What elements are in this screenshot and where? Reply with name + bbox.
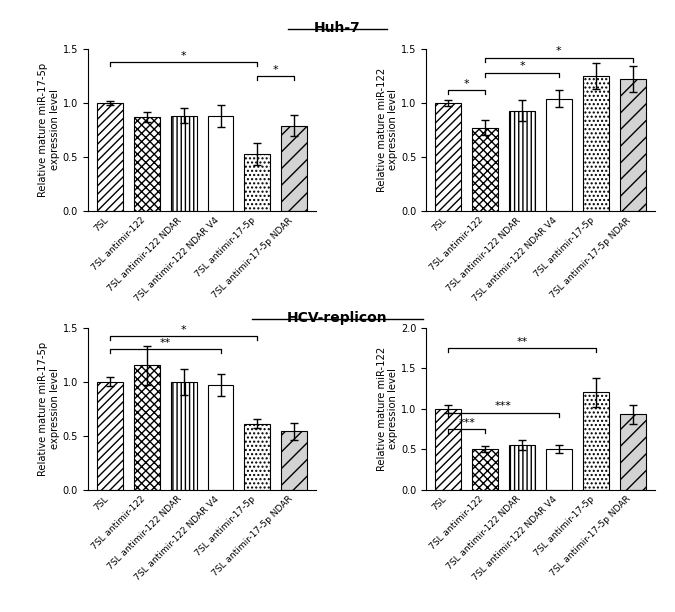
Text: ***: *** xyxy=(458,417,475,428)
Text: *: * xyxy=(273,65,279,75)
Text: *: * xyxy=(181,325,186,335)
Y-axis label: Relative mature miR-17-5p
expression level: Relative mature miR-17-5p expression lev… xyxy=(38,63,60,197)
Bar xyxy=(97,382,123,490)
Bar xyxy=(208,116,234,211)
Bar xyxy=(472,128,498,211)
Bar xyxy=(435,103,461,211)
Text: Huh-7: Huh-7 xyxy=(314,21,361,35)
Bar xyxy=(546,449,572,490)
Text: HCV-replicon: HCV-replicon xyxy=(287,311,388,325)
Text: *: * xyxy=(464,79,470,89)
Bar xyxy=(435,409,461,490)
Text: *: * xyxy=(556,47,562,56)
Text: *: * xyxy=(519,61,524,72)
Bar xyxy=(134,365,160,490)
Bar xyxy=(472,449,498,490)
Bar xyxy=(171,116,196,211)
Bar xyxy=(281,125,307,211)
Bar xyxy=(244,424,270,490)
Bar xyxy=(134,117,160,211)
Text: **: ** xyxy=(516,337,528,346)
Y-axis label: Relative mature miR-17-5p
expression level: Relative mature miR-17-5p expression lev… xyxy=(38,341,60,476)
Bar xyxy=(620,414,645,490)
Y-axis label: Relative mature miR-122
expression level: Relative mature miR-122 expression level xyxy=(377,68,398,192)
Bar xyxy=(97,103,123,211)
Bar xyxy=(509,445,535,490)
Bar xyxy=(583,392,609,490)
Text: **: ** xyxy=(159,338,171,348)
Bar xyxy=(546,99,572,211)
Bar xyxy=(208,385,234,490)
Bar xyxy=(281,431,307,490)
Bar xyxy=(171,382,196,490)
Text: ***: *** xyxy=(495,401,512,411)
Bar xyxy=(244,154,270,211)
Bar xyxy=(620,79,645,211)
Bar xyxy=(583,76,609,211)
Bar xyxy=(509,111,535,211)
Y-axis label: Relative mature miR-122
expression level: Relative mature miR-122 expression level xyxy=(377,346,398,471)
Text: *: * xyxy=(181,51,186,61)
